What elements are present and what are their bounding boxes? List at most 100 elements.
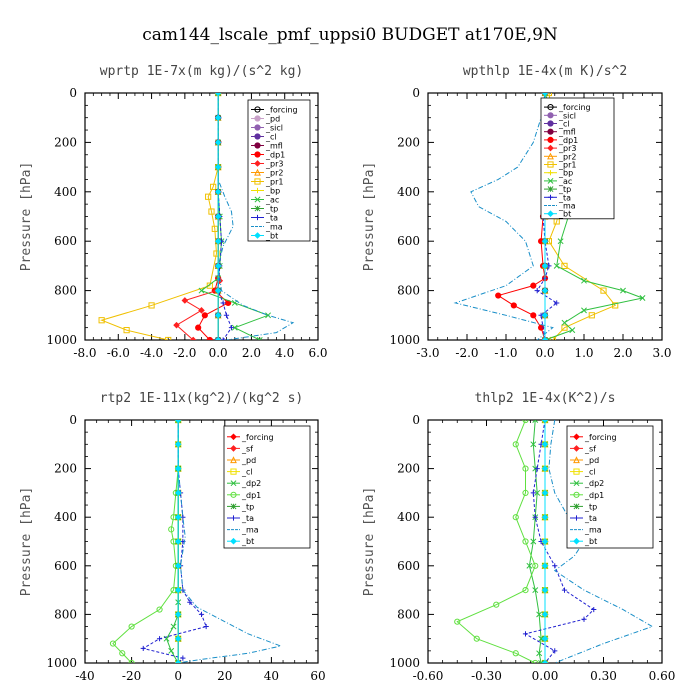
data-point — [148, 302, 155, 309]
legend-label: _tp — [241, 502, 254, 511]
legend-marker — [573, 445, 580, 452]
data-point — [612, 302, 619, 309]
legend-label: _mfl — [265, 142, 283, 151]
x-tick-label: 1.0 — [574, 346, 593, 360]
legend-marker — [254, 106, 261, 113]
legend-marker — [254, 151, 261, 158]
y-tick-label: 800 — [397, 284, 420, 298]
y-tick-label: 400 — [54, 185, 77, 199]
x-tick-label: 2.0 — [613, 346, 632, 360]
legend-label: _dp1 — [265, 151, 285, 160]
data-point — [512, 441, 519, 448]
x-tick-label: -2.0 — [455, 346, 478, 360]
data-point — [256, 337, 263, 340]
data-point — [493, 601, 500, 608]
data-point — [561, 319, 568, 326]
series-group — [109, 420, 283, 663]
data-point — [541, 287, 549, 294]
x-tick-label: 60 — [310, 669, 325, 683]
data-point — [541, 465, 549, 472]
x-tick-label: 4.0 — [275, 346, 294, 360]
y-tick-label: 200 — [397, 135, 420, 149]
data-point — [581, 307, 587, 314]
x-tick-label: 20 — [217, 669, 232, 683]
data-point — [168, 647, 175, 654]
legend-label: _pr1 — [558, 161, 576, 170]
legend-label: _pr2 — [558, 152, 576, 161]
y-tick-label: 600 — [54, 234, 77, 248]
data-point — [541, 659, 549, 663]
legend-label: _sicl — [265, 124, 283, 133]
data-point — [220, 337, 226, 340]
legend-label: _cl — [584, 468, 596, 477]
data-point — [532, 420, 539, 423]
data-point — [214, 114, 222, 122]
data-point — [170, 623, 177, 630]
data-point — [208, 208, 215, 215]
data-point — [189, 336, 197, 340]
data-point — [181, 297, 189, 304]
data-point — [581, 277, 587, 284]
data-point — [541, 420, 549, 424]
data-point — [214, 237, 222, 245]
panel-title: wpthlp 1E-4x(m K)/s^2 — [463, 64, 627, 79]
x-tick-label: 2.0 — [242, 346, 261, 360]
data-point — [210, 183, 217, 190]
data-point — [512, 514, 519, 521]
series-line-ma — [177, 420, 283, 663]
legend-label: _bt — [265, 232, 278, 241]
data-point — [530, 441, 537, 448]
data-point — [541, 440, 549, 448]
data-point — [639, 295, 646, 301]
y-axis-label: Pressure [hPa] — [19, 487, 34, 597]
data-point — [534, 288, 540, 294]
data-point — [206, 336, 213, 340]
legend-label: _dp2 — [241, 479, 261, 488]
data-point — [588, 312, 595, 319]
data-point — [174, 659, 182, 663]
legend-label: _dp2 — [584, 479, 604, 488]
legend-marker — [254, 187, 261, 194]
x-tick-label: 0.00 — [532, 669, 559, 683]
series-line-dp1 — [496, 93, 546, 340]
data-point — [214, 93, 222, 97]
data-point — [174, 635, 182, 643]
legend-label: _dp1 — [584, 491, 604, 500]
x-tick-label: -3.0 — [416, 346, 439, 360]
data-point — [581, 616, 587, 622]
data-point — [198, 611, 205, 617]
data-point — [530, 282, 537, 289]
legend-marker — [254, 205, 261, 212]
legend-marker — [573, 468, 580, 475]
legend-label: _ta — [584, 514, 597, 523]
legend-marker — [254, 160, 261, 167]
y-axis-label: Pressure [hPa] — [362, 487, 377, 597]
x-tick-label: -0.60 — [413, 669, 444, 683]
data-point — [569, 327, 576, 334]
y-tick-label: 200 — [54, 462, 77, 476]
data-point — [541, 93, 549, 97]
legend-label: _bp — [558, 169, 573, 178]
legend-marker — [254, 142, 261, 149]
data-point — [541, 311, 549, 319]
data-point — [534, 489, 541, 496]
legend-marker — [573, 433, 580, 441]
legend-label: _tp — [584, 502, 597, 511]
data-point — [198, 287, 205, 294]
data-point — [119, 650, 126, 657]
x-tick-label: -20 — [122, 669, 141, 683]
legend-box — [566, 425, 654, 549]
y-tick-label: 200 — [397, 462, 420, 476]
data-point — [174, 513, 182, 521]
chart-panel-4: thlp2 1E-4x(K^2)/s Pressure [hPa] -0.60 -0.… — [362, 391, 675, 683]
legend-marker — [547, 170, 554, 176]
data-point — [530, 490, 536, 496]
data-point — [532, 562, 539, 569]
series-line-dp2 — [528, 420, 542, 663]
legend-marker — [573, 456, 580, 464]
x-tick-label: -40 — [75, 669, 94, 683]
data-point — [495, 292, 502, 299]
legend: _forcing _sf _pd _cl _dp2 _dp1 _tp _ta _ma _bt — [566, 425, 654, 549]
legend-label: _sicl — [558, 111, 576, 120]
